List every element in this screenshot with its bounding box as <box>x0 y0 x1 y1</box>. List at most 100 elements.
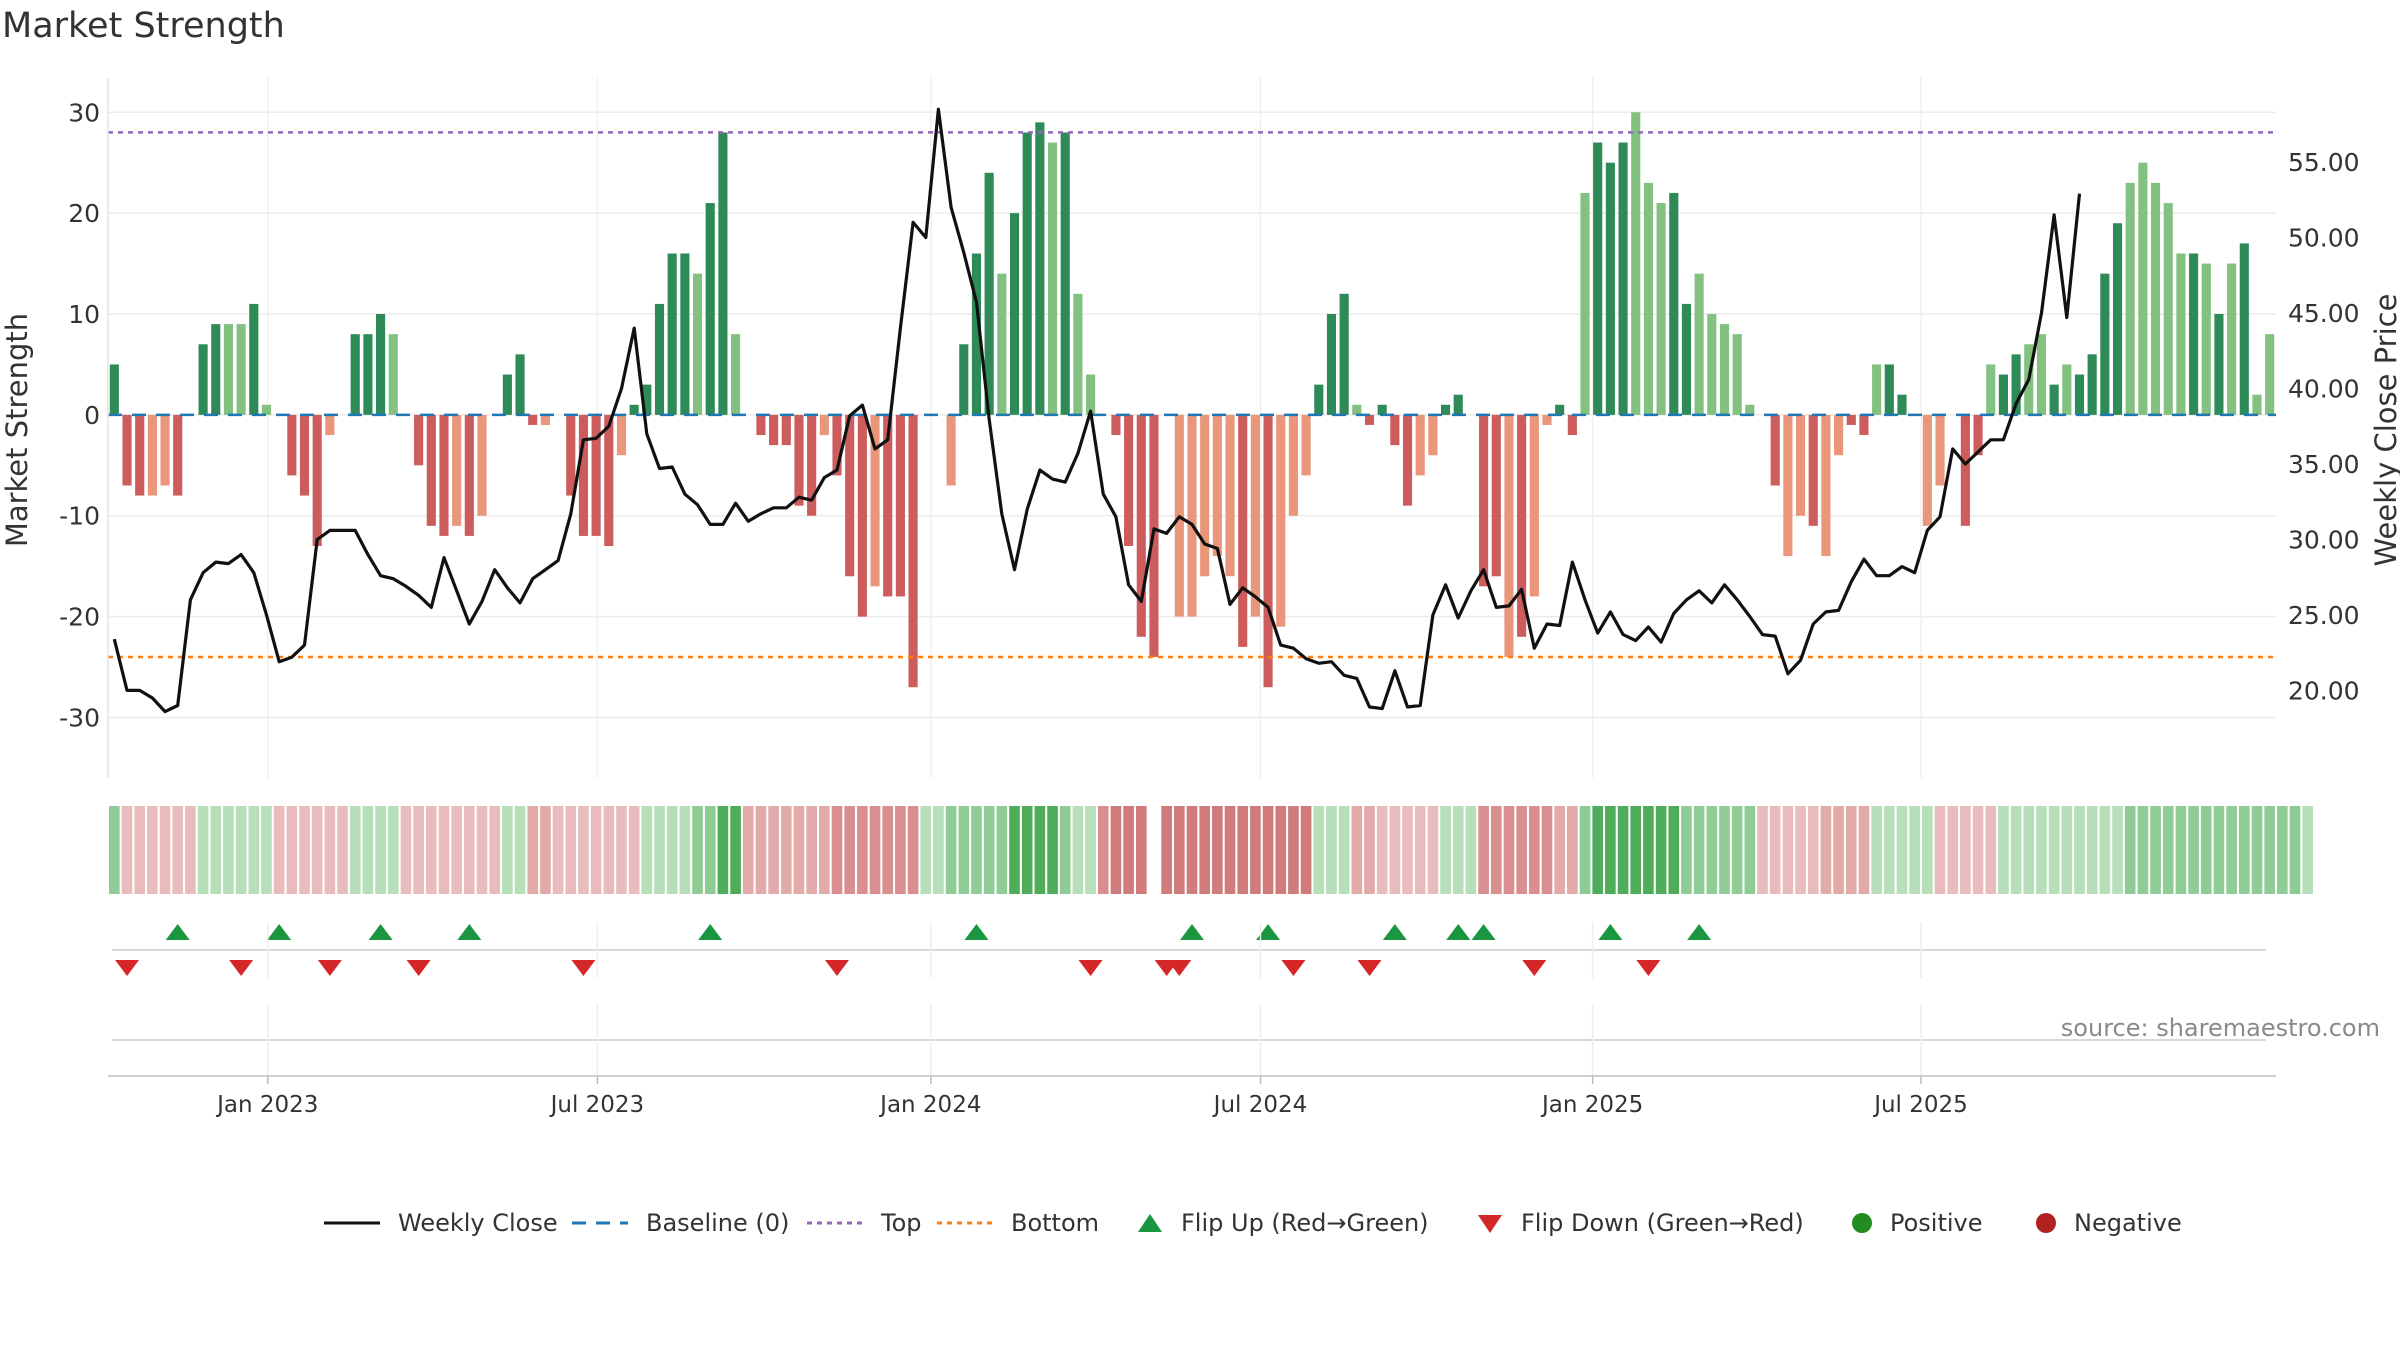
bar-negative <box>1922 414 1932 526</box>
heat-cell <box>603 806 615 894</box>
flip-down-marker <box>1357 960 1382 976</box>
bar-positive <box>211 324 221 415</box>
bar-positive <box>1352 404 1362 415</box>
chart-title: Market Strength <box>2 6 285 46</box>
heat-cell <box>692 806 703 894</box>
bar-negative <box>1783 414 1793 557</box>
heat-cell <box>476 806 488 894</box>
dashed-line-icon <box>572 1221 628 1225</box>
heat-cell <box>1883 806 1895 894</box>
flip-down-marker <box>317 960 342 976</box>
bar-negative <box>414 414 424 466</box>
bar-positive <box>1593 142 1603 415</box>
bar-positive <box>261 404 272 415</box>
bar-positive <box>1618 142 1628 415</box>
bar-positive <box>692 273 703 415</box>
heat-cell <box>185 806 196 894</box>
heat-cell <box>945 806 957 894</box>
source-credit: source: sharemaestro.com <box>2060 1014 2380 1042</box>
bar-positive <box>2138 162 2148 415</box>
heat-cell <box>882 806 894 894</box>
bar-negative <box>1529 414 1539 597</box>
flip-down-marker <box>1078 960 1103 976</box>
heat-cell <box>1059 806 1071 894</box>
heat-cell <box>1212 806 1223 894</box>
heat-cell <box>1922 806 1933 894</box>
heat-cell <box>895 806 906 894</box>
bar-positive <box>1669 192 1679 415</box>
heat-cell <box>1414 806 1426 894</box>
bar-positive <box>2049 384 2059 415</box>
bar-positive <box>629 404 639 415</box>
heat-cell <box>1288 806 1299 894</box>
heat-cell <box>1769 806 1781 894</box>
bar-negative <box>426 414 436 526</box>
bar-negative <box>1263 414 1273 688</box>
bar-negative <box>1390 414 1400 446</box>
bar-negative <box>857 414 867 617</box>
heat-cell <box>1909 806 1920 894</box>
y2-axis-title: Weekly Close Price <box>2369 294 2400 567</box>
flip-down-marker <box>1167 960 1192 976</box>
heat-cell <box>819 806 830 894</box>
heat-cell <box>768 806 779 894</box>
bar-positive <box>2125 182 2135 415</box>
bar-negative <box>299 414 310 496</box>
bar-positive <box>2163 203 2173 415</box>
flip-down-marker <box>115 960 140 976</box>
heat-cell <box>2048 806 2060 894</box>
legend-label: Flip Up (Red→Green) <box>1181 1209 1429 1237</box>
bar-positive <box>1745 404 1755 415</box>
heat-cell <box>590 806 602 894</box>
close-line-layer <box>112 107 2082 714</box>
bar-negative <box>566 414 576 496</box>
bar-positive <box>2150 182 2161 415</box>
bar-positive <box>223 324 234 415</box>
bar-layer <box>109 112 2275 688</box>
heat-cell <box>1947 806 1959 894</box>
heat-cell <box>1972 806 1984 894</box>
bar-positive <box>1998 374 2008 415</box>
bar-negative <box>1479 414 1489 587</box>
heat-cell <box>1719 806 1730 894</box>
heat-cell <box>1541 806 1553 894</box>
heat-cell <box>2175 806 2187 894</box>
heat-cell <box>996 806 1008 894</box>
heat-strip <box>109 806 2314 894</box>
x-tick-label: Jul 2024 <box>1212 1092 1308 1118</box>
bar-positive <box>1453 394 1463 415</box>
heat-cell <box>1034 806 1046 894</box>
heat-cell <box>565 806 577 894</box>
heat-cell <box>1326 806 1337 894</box>
bar-negative <box>287 414 297 476</box>
heat-cell <box>616 806 627 894</box>
bar-positive <box>2074 374 2085 415</box>
heat-cell <box>831 806 843 894</box>
y2-tick-label: 55.00 <box>2288 148 2360 177</box>
bar-negative <box>1491 414 1501 577</box>
bar-positive <box>236 324 246 415</box>
heat-cell <box>1985 806 1997 894</box>
flip-down-marker <box>229 960 254 976</box>
bar-positive <box>1047 142 1058 415</box>
bar-positive <box>642 384 652 415</box>
heat-cell <box>1960 806 1971 894</box>
heat-cell <box>1338 806 1350 894</box>
bar-negative <box>807 414 817 516</box>
heat-cell <box>1237 806 1249 894</box>
bar-positive <box>1719 324 1730 415</box>
flip-down-marker <box>1281 960 1306 976</box>
heat-cell <box>527 806 539 894</box>
heat-cell <box>717 806 729 894</box>
bar-negative <box>895 414 905 597</box>
heat-cell <box>1592 806 1604 894</box>
heat-cell <box>197 806 209 894</box>
heat-cell <box>2150 806 2161 894</box>
heat-cell <box>210 806 222 894</box>
bar-negative <box>1402 414 1413 506</box>
bar-positive <box>2062 364 2072 415</box>
heat-cell <box>1110 806 1122 894</box>
bar-positive <box>1681 303 1692 415</box>
heat-cell <box>2238 806 2250 894</box>
legend-label: Weekly Close <box>398 1209 558 1237</box>
